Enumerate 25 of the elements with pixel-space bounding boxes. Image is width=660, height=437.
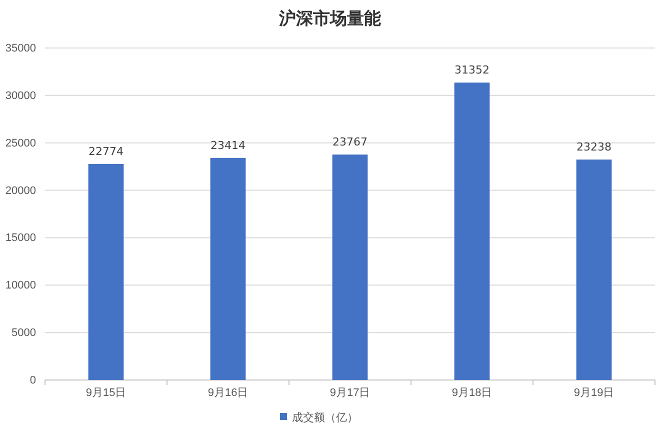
bar	[332, 154, 368, 380]
y-tick-label: 35000	[5, 42, 36, 55]
chart-title: 沪深市场量能	[278, 9, 381, 29]
x-tick-label: 9月17日	[330, 387, 370, 400]
bar	[88, 164, 124, 380]
data-label: 23414	[210, 138, 246, 152]
y-tick-label: 0	[30, 374, 36, 387]
y-tick-label: 30000	[5, 90, 36, 102]
y-tick-label: 20000	[5, 184, 36, 197]
y-tick-label: 15000	[5, 232, 36, 244]
x-tick-label: 9月18日	[452, 387, 492, 400]
x-tick-label: 9月16日	[208, 387, 248, 400]
legend-label: 成交额（亿）	[292, 411, 358, 424]
bar	[210, 158, 246, 380]
y-tick-label: 10000	[5, 280, 36, 292]
x-tick-label: 9月19日	[574, 387, 614, 400]
bar	[576, 160, 612, 380]
x-tick-label: 9月15日	[86, 387, 126, 400]
data-label: 22774	[88, 144, 124, 158]
bar	[454, 82, 490, 380]
data-label: 31352	[454, 64, 490, 77]
y-tick-label: 25000	[5, 137, 36, 150]
y-tick-label: 5000	[12, 327, 36, 340]
data-label: 23238	[576, 140, 612, 154]
data-label: 23767	[332, 136, 368, 149]
